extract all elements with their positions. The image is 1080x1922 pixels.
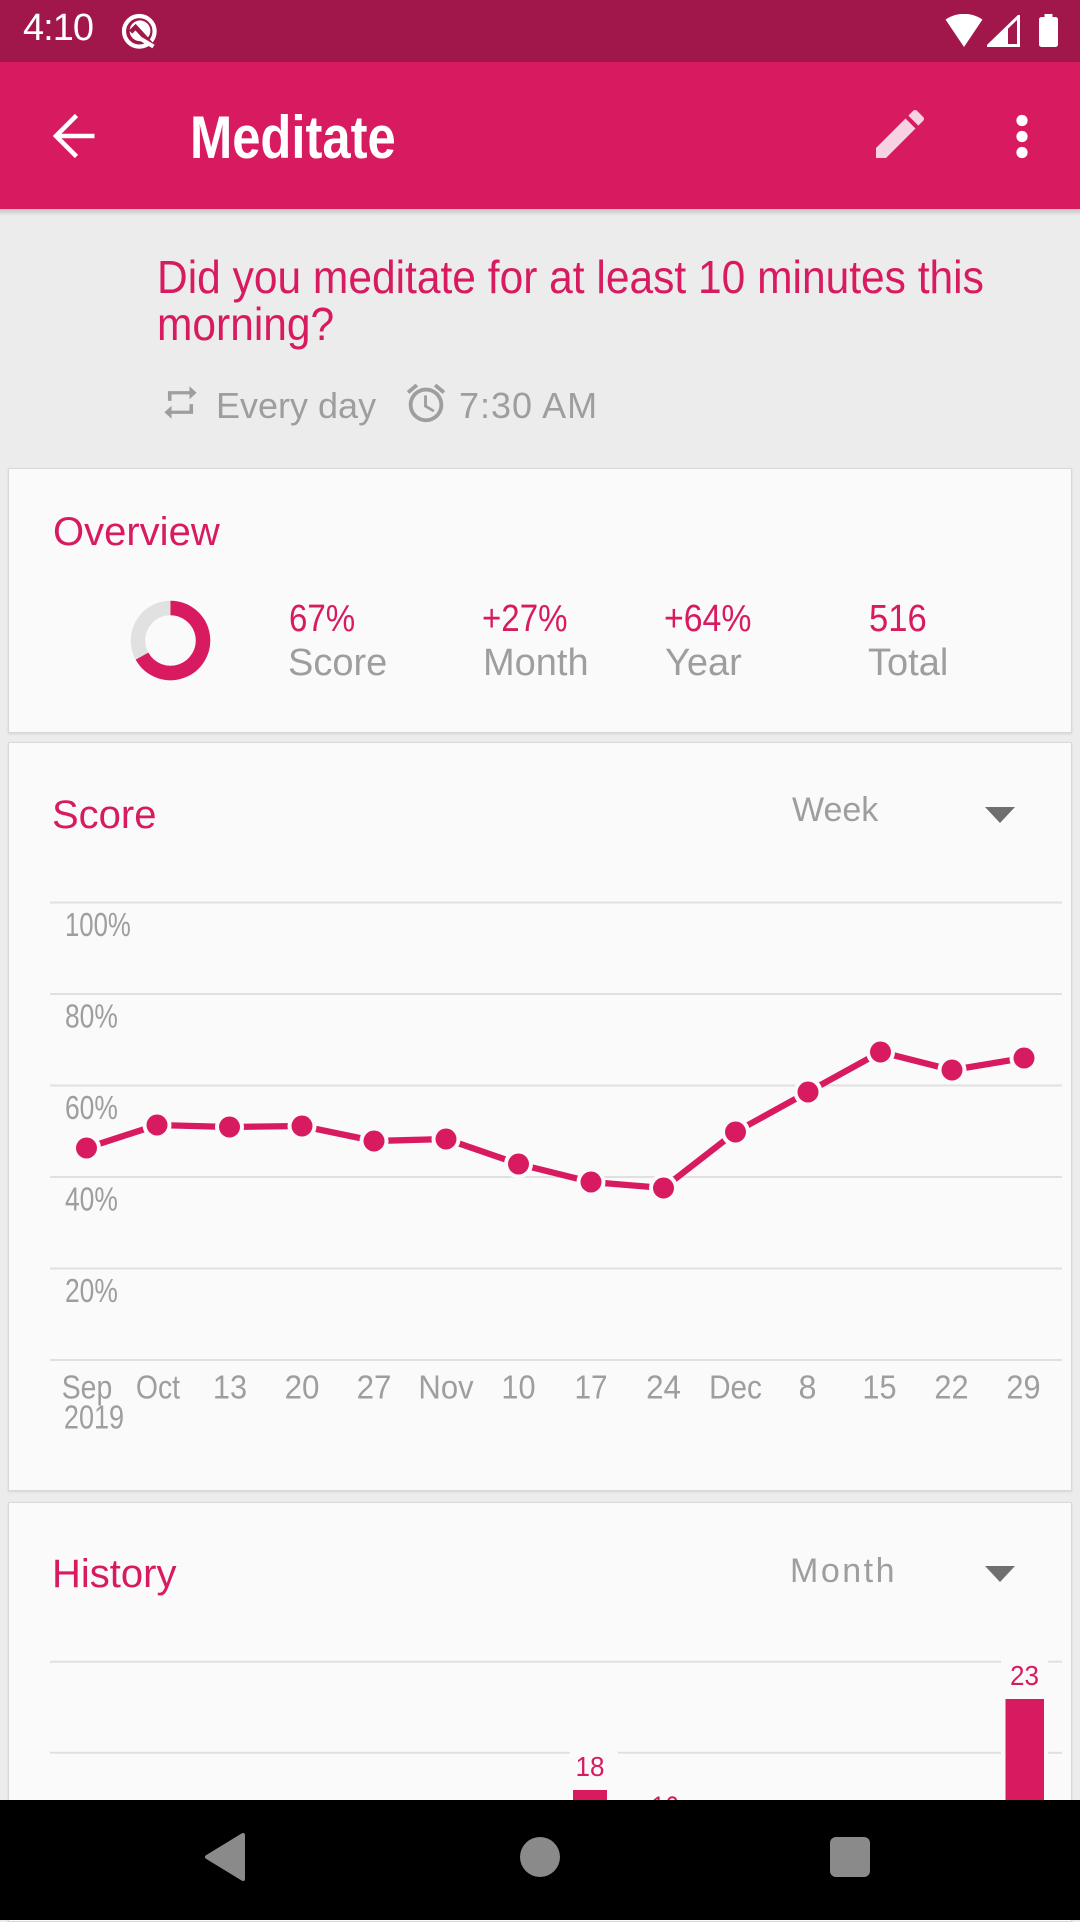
svg-text:2019: 2019 <box>64 1400 124 1436</box>
svg-text:18: 18 <box>576 1751 605 1782</box>
svg-text:Sep: Sep <box>62 1368 112 1406</box>
svg-text:10: 10 <box>501 1368 535 1405</box>
svg-text:27: 27 <box>357 1369 392 1406</box>
svg-text:16: 16 <box>651 1790 678 1800</box>
svg-text:8: 8 <box>799 1368 817 1405</box>
svg-text:22: 22 <box>934 1368 968 1405</box>
svg-text:80%: 80% <box>65 999 118 1035</box>
svg-text:100%: 100% <box>65 907 131 944</box>
svg-text:Dec: Dec <box>709 1369 762 1406</box>
svg-text:Nov: Nov <box>418 1369 473 1406</box>
svg-text:13: 13 <box>213 1368 247 1405</box>
svg-text:20: 20 <box>285 1369 320 1406</box>
svg-text:20%: 20% <box>65 1273 118 1309</box>
svg-text:23: 23 <box>1010 1660 1039 1691</box>
svg-text:15: 15 <box>862 1368 896 1405</box>
svg-text:60%: 60% <box>65 1090 118 1126</box>
svg-text:Oct: Oct <box>136 1368 181 1406</box>
svg-text:24: 24 <box>646 1369 681 1406</box>
svg-text:17: 17 <box>574 1369 607 1406</box>
svg-text:29: 29 <box>1006 1368 1040 1405</box>
svg-text:40%: 40% <box>65 1182 118 1218</box>
